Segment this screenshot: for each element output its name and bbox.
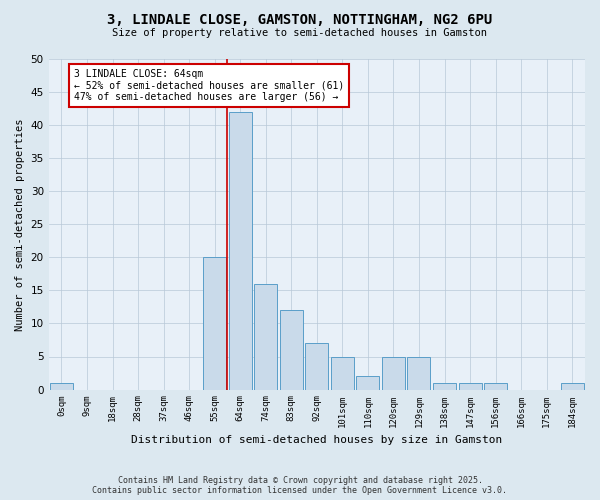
Bar	[407, 356, 430, 390]
Text: Contains HM Land Registry data © Crown copyright and database right 2025.
Contai: Contains HM Land Registry data © Crown c…	[92, 476, 508, 495]
Bar	[229, 112, 252, 390]
Text: 3 LINDALE CLOSE: 64sqm
← 52% of semi-detached houses are smaller (61)
47% of sem: 3 LINDALE CLOSE: 64sqm ← 52% of semi-det…	[74, 69, 344, 102]
Bar	[356, 376, 379, 390]
Y-axis label: Number of semi-detached properties: Number of semi-detached properties	[15, 118, 25, 330]
X-axis label: Distribution of semi-detached houses by size in Gamston: Distribution of semi-detached houses by …	[131, 435, 502, 445]
Bar	[254, 284, 277, 390]
Bar	[382, 356, 405, 390]
Bar	[561, 383, 584, 390]
Bar	[484, 383, 507, 390]
Bar	[280, 310, 303, 390]
Bar	[305, 344, 328, 390]
Bar	[331, 356, 354, 390]
Text: Size of property relative to semi-detached houses in Gamston: Size of property relative to semi-detach…	[113, 28, 487, 38]
Bar	[203, 258, 226, 390]
Text: 3, LINDALE CLOSE, GAMSTON, NOTTINGHAM, NG2 6PU: 3, LINDALE CLOSE, GAMSTON, NOTTINGHAM, N…	[107, 12, 493, 26]
Bar	[433, 383, 456, 390]
Bar	[458, 383, 482, 390]
Bar	[50, 383, 73, 390]
